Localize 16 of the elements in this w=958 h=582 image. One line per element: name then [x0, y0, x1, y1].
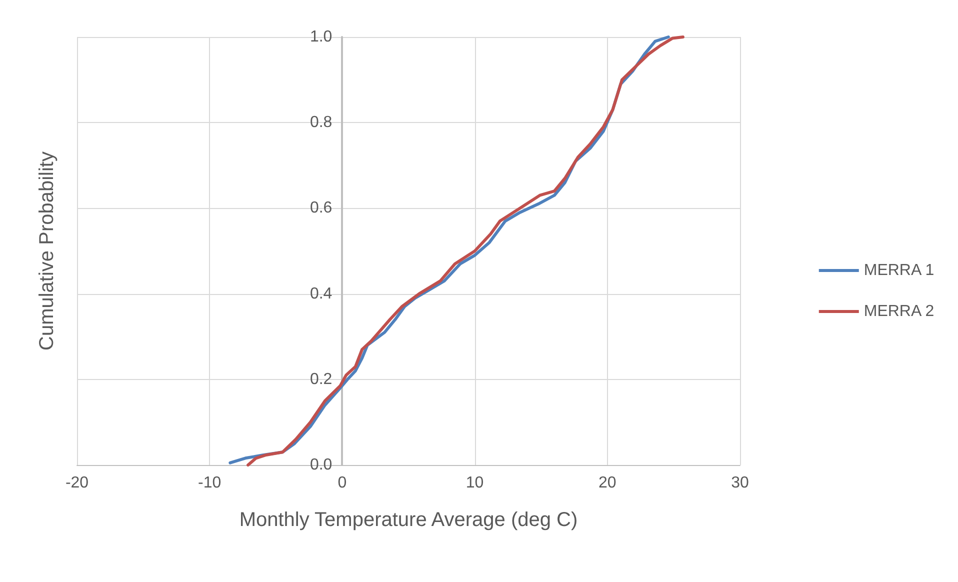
legend-label: MERRA 2 — [864, 303, 934, 320]
x-tick-label: 0 — [338, 474, 347, 492]
x-tick-label: -20 — [65, 474, 89, 492]
y-axis-title: Cumulative Probability — [36, 152, 58, 350]
y-tick-label: 0.8 — [310, 114, 332, 132]
y-tick-label: 0.4 — [310, 285, 332, 302]
y-tick-label: 0.2 — [310, 370, 332, 388]
x-tick-label: 30 — [731, 474, 749, 492]
x-axis-title: Monthly Temperature Average (deg C) — [239, 509, 578, 531]
y-tick-label: 0.0 — [310, 456, 332, 474]
x-tick-label: 20 — [598, 474, 616, 492]
y-tick-label: 1.0 — [310, 28, 332, 46]
y-tick-label: 0.6 — [310, 200, 332, 217]
x-tick-label: 10 — [466, 474, 484, 492]
x-tick-label: -10 — [198, 474, 222, 492]
legend-label: MERRA 1 — [864, 262, 934, 279]
